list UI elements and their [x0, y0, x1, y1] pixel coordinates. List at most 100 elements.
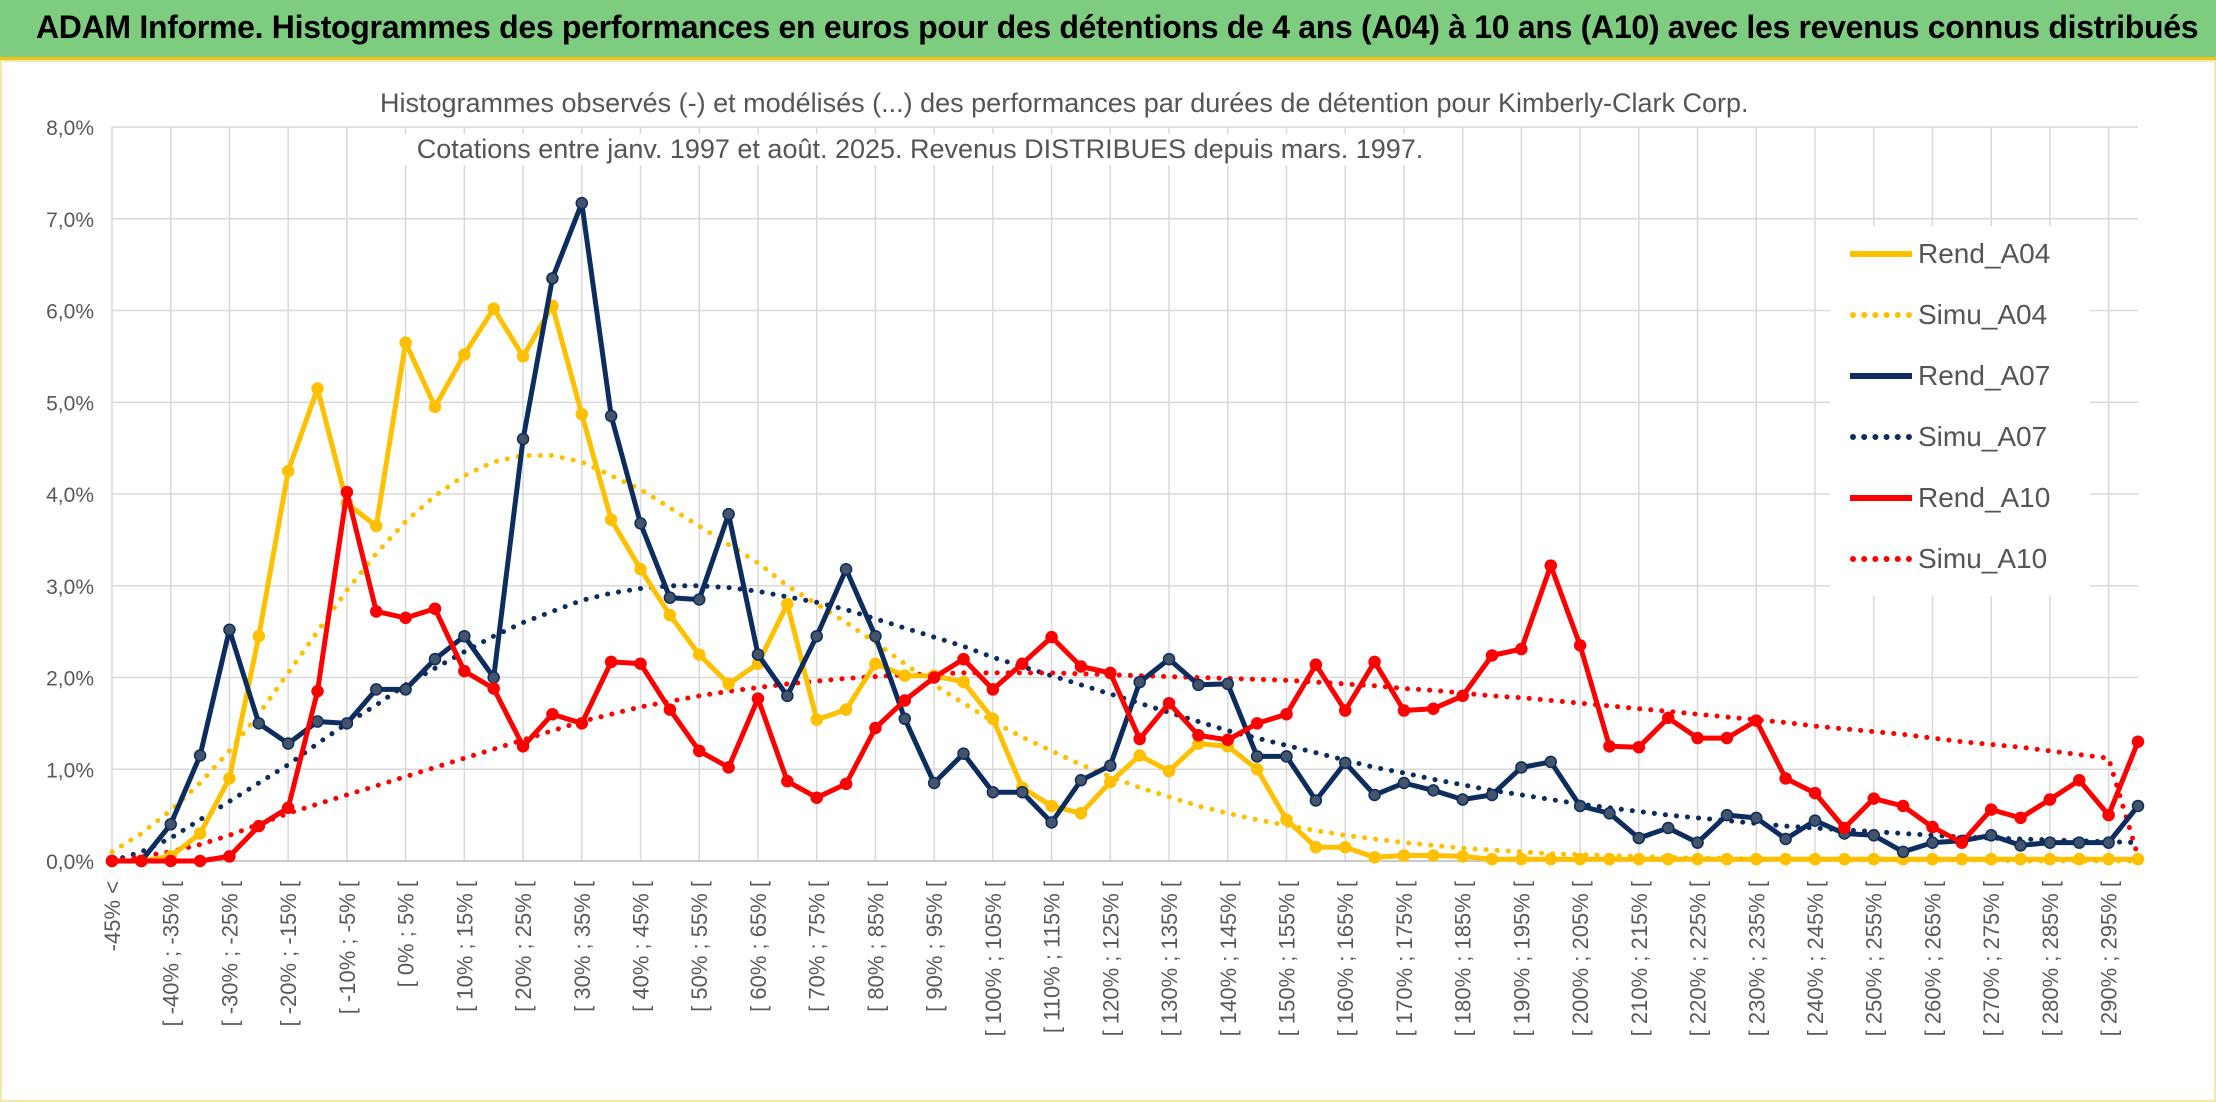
data-point-rend-a10: [1720, 731, 1734, 745]
data-point-rend-a10: [957, 652, 970, 666]
data-point-rend-a10: [223, 850, 236, 863]
data-point-rend-a04: [1133, 749, 1146, 762]
data-point-rend-a04: [1515, 852, 1528, 866]
data-point-rend-a10: [1309, 658, 1323, 671]
legend-swatch: [1850, 434, 1912, 440]
data-point-rend-a07: [781, 689, 794, 703]
data-point-rend-a10: [1456, 689, 1469, 703]
data-point-rend-a10: [1896, 799, 1910, 813]
data-point-rend-a10: [1104, 666, 1117, 680]
data-point-rend-a07: [1750, 811, 1763, 825]
legend-label: Simu_A10: [1918, 543, 2048, 574]
legend-label: Rend_A04: [1918, 238, 2051, 269]
data-point-rend-a04: [839, 703, 853, 716]
data-point-rend-a07: [428, 652, 442, 666]
report-title: ADAM Informe. Histogrammes des performan…: [36, 9, 2199, 45]
data-point-rend-a10: [1015, 657, 1029, 670]
data-point-rend-a07: [399, 683, 412, 696]
data-point-rend-a04: [634, 562, 647, 576]
data-point-rend-a07: [898, 712, 912, 726]
data-point-rend-a10: [1926, 820, 1939, 834]
data-point-rend-a07: [663, 591, 677, 604]
series-line-simu-a04: [109, 453, 2141, 864]
x-tick-label: [ -20% ; -15% [: [276, 881, 301, 1027]
data-point-rend-a10: [105, 854, 119, 868]
data-point-rend-a07: [722, 507, 735, 521]
data-point-rend-a10: [810, 791, 823, 804]
data-point-rend-a10: [487, 682, 500, 695]
x-tick-label: [ 10% ; 15% [: [452, 881, 477, 1012]
data-point-rend-a07: [223, 623, 236, 637]
data-point-rend-a07: [1867, 829, 1880, 842]
data-point-rend-a04: [2073, 852, 2086, 866]
data-point-rend-a10: [370, 605, 383, 618]
data-point-rend-a07: [516, 432, 530, 446]
data-point-rend-a04: [193, 827, 207, 840]
data-point-rend-a07: [1573, 799, 1587, 813]
data-point-rend-a07: [311, 715, 324, 728]
data-point-rend-a10: [164, 854, 177, 868]
data-point-rend-a10: [428, 602, 442, 615]
y-tick-label: 5,0%: [46, 392, 94, 415]
x-tick-label: [ 20% ; 25% [: [511, 881, 536, 1012]
y-tick-label: 7,0%: [46, 209, 94, 232]
data-point-rend-a10: [898, 694, 912, 707]
data-point-rend-a04: [516, 350, 530, 363]
data-point-rend-a04: [1573, 852, 1587, 866]
data-point-rend-a04: [281, 464, 295, 478]
data-point-rend-a07: [458, 629, 471, 643]
data-point-rend-a04: [1250, 763, 1264, 776]
data-point-rend-a04: [1955, 852, 1969, 866]
data-point-rend-a07: [1485, 788, 1499, 802]
data-point-rend-a10: [1779, 772, 1792, 785]
x-tick-label: -45% <: [100, 881, 125, 951]
data-point-rend-a10: [1280, 707, 1293, 721]
x-tick-label: [ 160% ; 165% [: [1333, 881, 1358, 1036]
series-line-rend-a10: [109, 489, 2141, 864]
data-point-rend-a10: [1867, 792, 1880, 805]
x-tick-label: [ 50% ; 55% [: [687, 881, 712, 1012]
data-point-rend-a04: [1720, 852, 1734, 866]
data-point-rend-a04: [1926, 852, 1939, 866]
data-point-rend-a10: [135, 854, 148, 868]
series-line-rend-a04: [109, 303, 2141, 864]
data-point-rend-a10: [986, 683, 1000, 696]
x-tick-label: [ 260% ; 265% [: [1920, 881, 1945, 1036]
legend-label: Rend_A10: [1918, 482, 2051, 513]
data-point-rend-a07: [2131, 799, 2145, 813]
legend-item-rend-a04: Rend_A04: [1850, 234, 2050, 274]
data-point-rend-a07: [2073, 836, 2086, 849]
data-point-rend-a04: [1808, 852, 1822, 866]
data-point-rend-a04: [1779, 852, 1792, 866]
data-point-rend-a10: [869, 721, 882, 735]
data-point-rend-a07: [1397, 776, 1411, 790]
data-point-rend-a04: [223, 772, 236, 785]
data-point-rend-a04: [898, 669, 912, 682]
data-point-rend-a10: [1632, 740, 1646, 754]
data-point-rend-a07: [1661, 821, 1675, 835]
data-point-rend-a04: [370, 519, 383, 533]
legend-swatch: [1850, 556, 1912, 562]
x-tick-label: [ 210% ; 215% [: [1627, 881, 1652, 1036]
data-point-rend-a10: [1133, 732, 1146, 746]
data-point-rend-a07: [1720, 808, 1734, 822]
data-point-rend-a07: [1515, 761, 1528, 774]
data-point-rend-a10: [1162, 696, 1176, 710]
x-tick-label: [ 240% ; 245% [: [1803, 881, 1828, 1036]
data-point-rend-a07: [2043, 836, 2057, 849]
x-tick-label: [ 280% ; 285% [: [2038, 881, 2063, 1036]
data-point-rend-a07: [1632, 831, 1646, 845]
data-point-rend-a07: [2014, 839, 2027, 852]
y-tick-label: 6,0%: [46, 301, 94, 324]
data-point-rend-a07: [370, 683, 383, 696]
data-point-rend-a07: [1280, 750, 1293, 763]
x-tick-label: [ 40% ; 45% [: [629, 881, 654, 1012]
x-tick-label: [ 90% ; 95% [: [922, 881, 947, 1012]
data-point-rend-a07: [340, 717, 354, 730]
data-point-rend-a10: [751, 692, 765, 705]
data-point-rend-a04: [1309, 840, 1323, 854]
data-point-rend-a10: [2131, 735, 2145, 748]
data-point-rend-a04: [252, 629, 266, 643]
data-point-rend-a07: [1045, 816, 1058, 829]
data-point-rend-a10: [1485, 649, 1499, 662]
